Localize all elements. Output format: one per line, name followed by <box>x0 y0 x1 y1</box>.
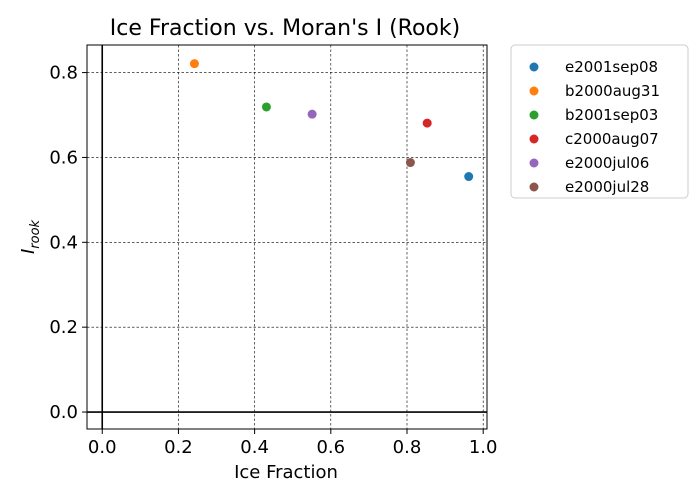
legend-marker-b2000aug31 <box>529 86 539 96</box>
x-tick-label: 0.4 <box>240 437 269 458</box>
legend-label-e2001sep08: e2001sep08 <box>565 58 658 76</box>
y-tick-label: 0.2 <box>49 317 78 338</box>
data-point-b2000aug31 <box>189 59 199 69</box>
y-axis-label-sub: rook <box>28 219 43 248</box>
x-tick-label: 0.6 <box>316 437 345 458</box>
data-points <box>189 59 474 182</box>
legend-label-e2000jul28: e2000jul28 <box>565 178 649 196</box>
axis-ticks: 0.0 0.2 0.4 0.6 0.8 1.0 0.0 0.2 0.4 0.6 0.8 <box>49 63 497 458</box>
y-tick-label: 0.8 <box>49 63 78 84</box>
zero-reference-lines <box>87 45 487 429</box>
data-point-e2000jul28 <box>405 158 415 168</box>
x-tick-label: 0.8 <box>393 437 422 458</box>
legend-marker-e2000jul28 <box>529 182 539 192</box>
legend-marker-e2001sep08 <box>529 62 539 72</box>
legend-label-b2001sep03: b2001sep03 <box>565 106 658 124</box>
data-point-e2001sep08 <box>464 172 474 182</box>
legend-label-e2000jul06: e2000jul06 <box>565 154 649 172</box>
plot-frame <box>86 44 488 430</box>
chart-title: Ice Fraction vs. Moran's I (Rook) <box>110 16 460 41</box>
y-tick-label: 0.6 <box>49 147 78 168</box>
y-tick-label: 0.0 <box>49 402 78 423</box>
legend-marker-b2001sep03 <box>529 110 539 120</box>
x-tick-label: 0.0 <box>88 437 117 458</box>
legend-marker-e2000jul06 <box>529 158 539 168</box>
x-tick-label: 0.2 <box>164 437 193 458</box>
legend-label-c2000aug07: c2000aug07 <box>565 130 659 148</box>
legend: e2001sep08 b2000aug31 b2001sep03 c2000aug07… <box>510 44 689 199</box>
x-tick-label: 1.0 <box>469 437 498 458</box>
data-point-b2001sep03 <box>261 102 271 112</box>
legend-frame <box>510 44 689 199</box>
legend-label-b2000aug31: b2000aug31 <box>565 82 660 100</box>
y-axis-label: Irook <box>18 219 43 254</box>
data-point-e2000jul06 <box>307 109 317 119</box>
x-axis-label: Ice Fraction <box>234 462 338 483</box>
grid-lines <box>87 45 487 429</box>
y-axis-label-main: I <box>18 249 39 254</box>
legend-marker-c2000aug07 <box>529 134 539 144</box>
y-tick-label: 0.4 <box>49 232 78 253</box>
data-point-c2000aug07 <box>422 118 432 128</box>
